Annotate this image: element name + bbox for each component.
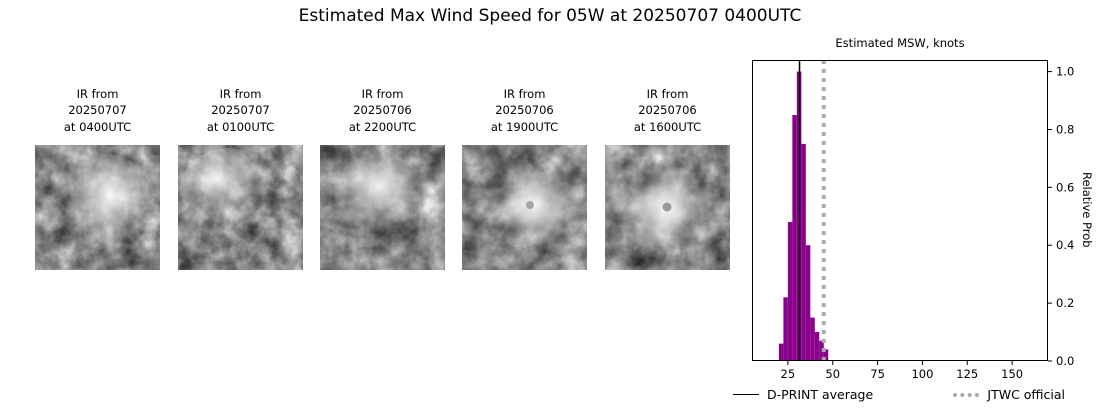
ir-satellite-image xyxy=(35,144,160,270)
legend-item-jtwc: JTWC official xyxy=(953,387,1065,402)
x-tick-label: 125 xyxy=(956,367,978,381)
ir-panel-label: IR from 20250707 at 0400UTC xyxy=(63,87,132,134)
ir-panel: IR from 20250706 at 1600UTC xyxy=(605,86,730,270)
legend-label-dprint: D-PRINT average xyxy=(767,387,874,402)
histogram-bar xyxy=(814,332,820,361)
histogram-bar xyxy=(801,143,806,361)
y-tick-label: 0.8 xyxy=(1056,122,1074,136)
histogram-bar xyxy=(805,245,811,361)
ir-panel-label: IR from 20250706 at 2200UTC xyxy=(348,87,417,134)
x-tick-label: 75 xyxy=(870,367,885,381)
ir-panel-label: IR from 20250706 at 1900UTC xyxy=(490,87,559,134)
ir-satellite-image xyxy=(178,144,303,270)
jtwc-dotted-sample-icon xyxy=(953,392,980,397)
histogram-bar xyxy=(792,114,797,361)
ir-satellite-image xyxy=(605,144,730,270)
y-tick-label: 0.0 xyxy=(1056,354,1074,368)
x-tick-label: 50 xyxy=(825,367,840,381)
histogram-bar xyxy=(823,349,829,361)
x-tick-label: 150 xyxy=(1001,367,1023,381)
y-tick-label: 0.2 xyxy=(1056,296,1074,310)
histogram-bar xyxy=(778,343,784,361)
ir-panel-label: IR from 20250706 at 1600UTC xyxy=(633,87,702,134)
ir-satellite-image xyxy=(320,144,445,270)
legend-label-jtwc: JTWC official xyxy=(987,387,1065,402)
ir-panel: IR from 20250706 at 1900UTC xyxy=(462,86,587,270)
x-tick-label: 25 xyxy=(781,367,796,381)
y-tick-label: 1.0 xyxy=(1056,65,1074,79)
figure-title: Estimated Max Wind Speed for 05W at 2025… xyxy=(298,6,802,26)
y-axis-label: Relative Prob xyxy=(1080,172,1094,248)
ir-panel-label: IR from 20250707 at 0100UTC xyxy=(206,87,275,134)
histogram-bar xyxy=(783,297,788,361)
y-tick-label: 0.6 xyxy=(1056,180,1074,194)
ir-panel: IR from 20250707 at 0100UTC xyxy=(178,86,303,270)
plot-border xyxy=(752,60,1048,361)
histogram-bar xyxy=(819,340,824,361)
ir-panel: IR from 20250706 at 2200UTC xyxy=(320,86,445,270)
histogram-panel: 25 50 75 100 125 150 0.0 0.2 0.4 0.6 0.8 1.0 xyxy=(752,60,1074,381)
histogram-bar xyxy=(787,222,793,361)
y-tick-label: 0.4 xyxy=(1056,238,1074,252)
histogram-plot-svg: 25 50 75 100 125 150 0.0 0.2 0.4 0.6 0.8 1.0 xyxy=(752,60,1074,381)
dprint-line-sample-icon xyxy=(733,394,759,395)
legend-item-dprint: D-PRINT average xyxy=(733,387,873,402)
x-tick-label: 100 xyxy=(911,367,933,381)
histogram-title: Estimated MSW, knots xyxy=(835,36,965,50)
histogram-bar xyxy=(810,317,815,361)
legend: D-PRINT average JTWC official xyxy=(733,387,1065,402)
ir-panel: IR from 20250707 at 0400UTC xyxy=(35,86,160,270)
ir-satellite-image xyxy=(462,144,587,270)
